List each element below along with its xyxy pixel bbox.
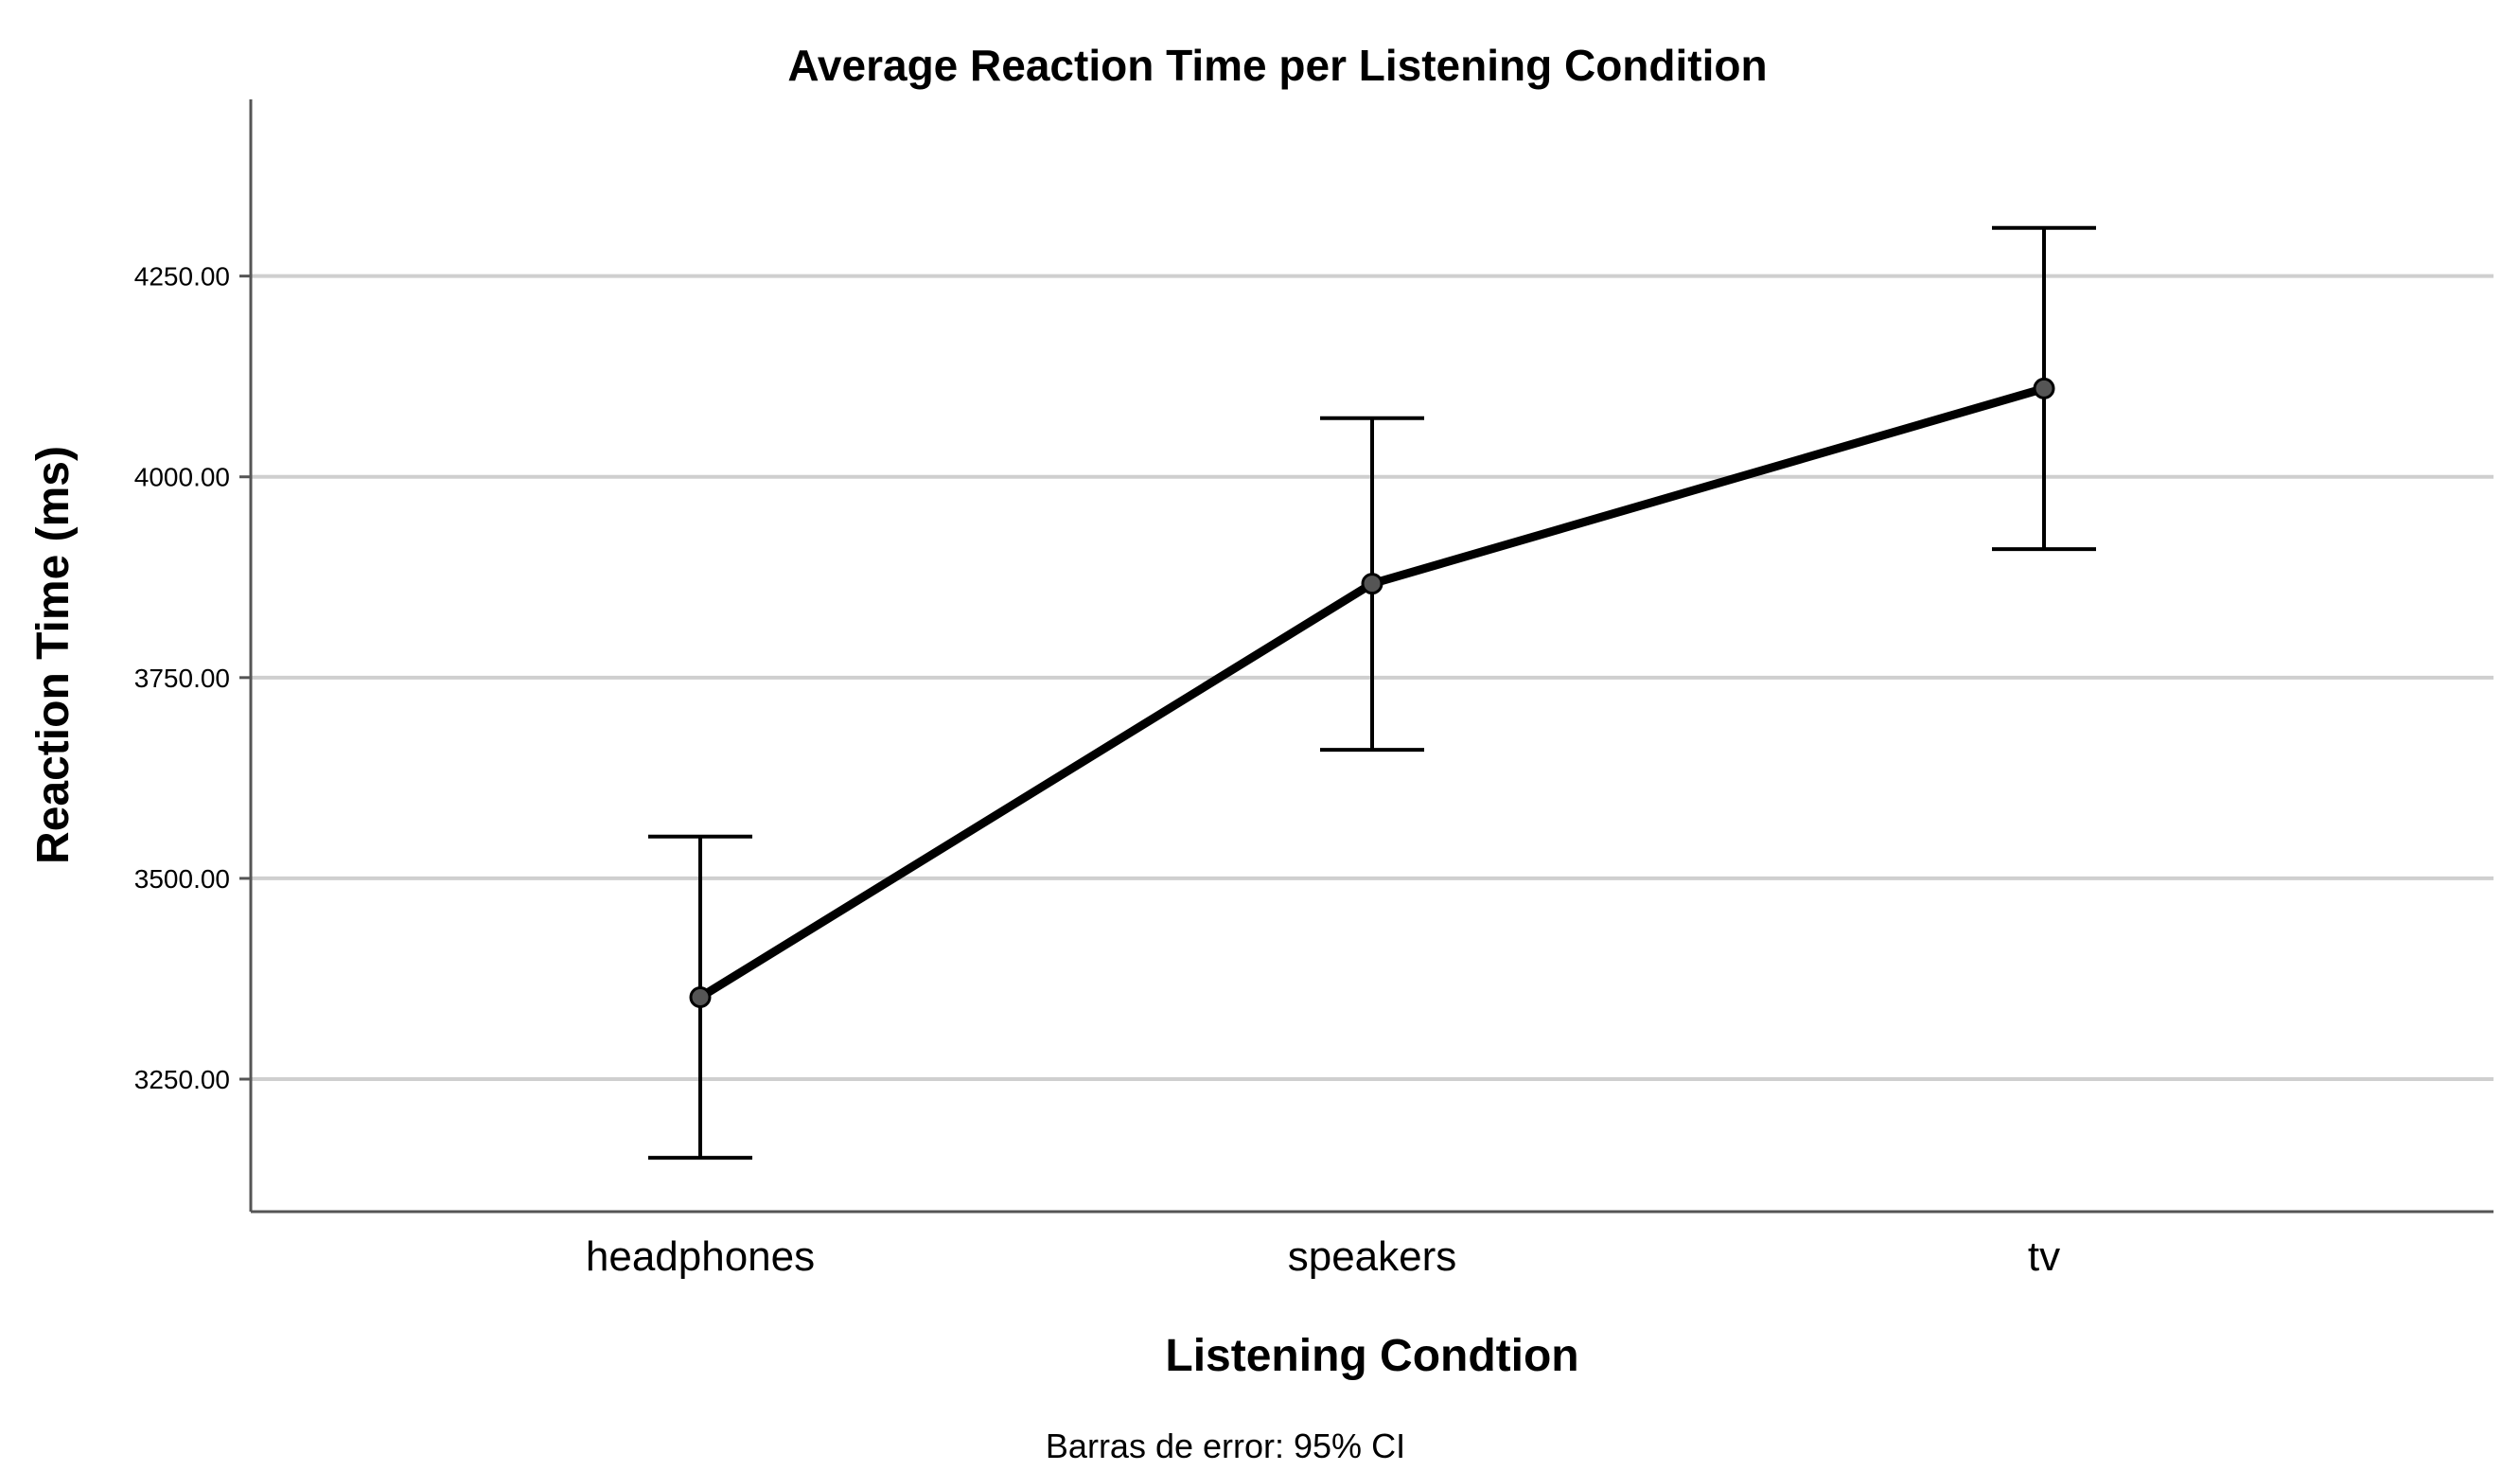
x-axis-title: Listening Condtion (1165, 1331, 1578, 1381)
data-point-headphones (689, 985, 712, 1008)
y-tick-label-3500: 3500.00 (134, 864, 230, 894)
data-point-speakers (1361, 573, 1383, 595)
y-tick-labels: 3250.00 3500.00 3750.00 4000.00 4250.00 (134, 262, 251, 1094)
y-tick-label-3250: 3250.00 (134, 1065, 230, 1094)
y-axis-title: Reaction Time (ms) (28, 446, 79, 864)
error-bars (648, 225, 2096, 1161)
y-tick-label-4250: 4250.00 (134, 262, 230, 292)
x-tick-label-tv: tv (2028, 1233, 2060, 1280)
x-tick-label-headphones: headphones (586, 1233, 815, 1280)
data-point-tv (2033, 377, 2055, 399)
y-tick-label-4000: 4000.00 (134, 463, 230, 492)
x-tick-labels: headphones speakers tv (586, 1233, 2060, 1280)
y-tick-label-3750: 3750.00 (134, 664, 230, 693)
x-tick-label-speakers: speakers (1288, 1233, 1457, 1280)
data-points (689, 377, 2055, 1008)
error-bar-footnote: Barras de error: 95% CI (1046, 1427, 1405, 1465)
chart-title: Average Reaction Time per Listening Cond… (787, 41, 1767, 90)
